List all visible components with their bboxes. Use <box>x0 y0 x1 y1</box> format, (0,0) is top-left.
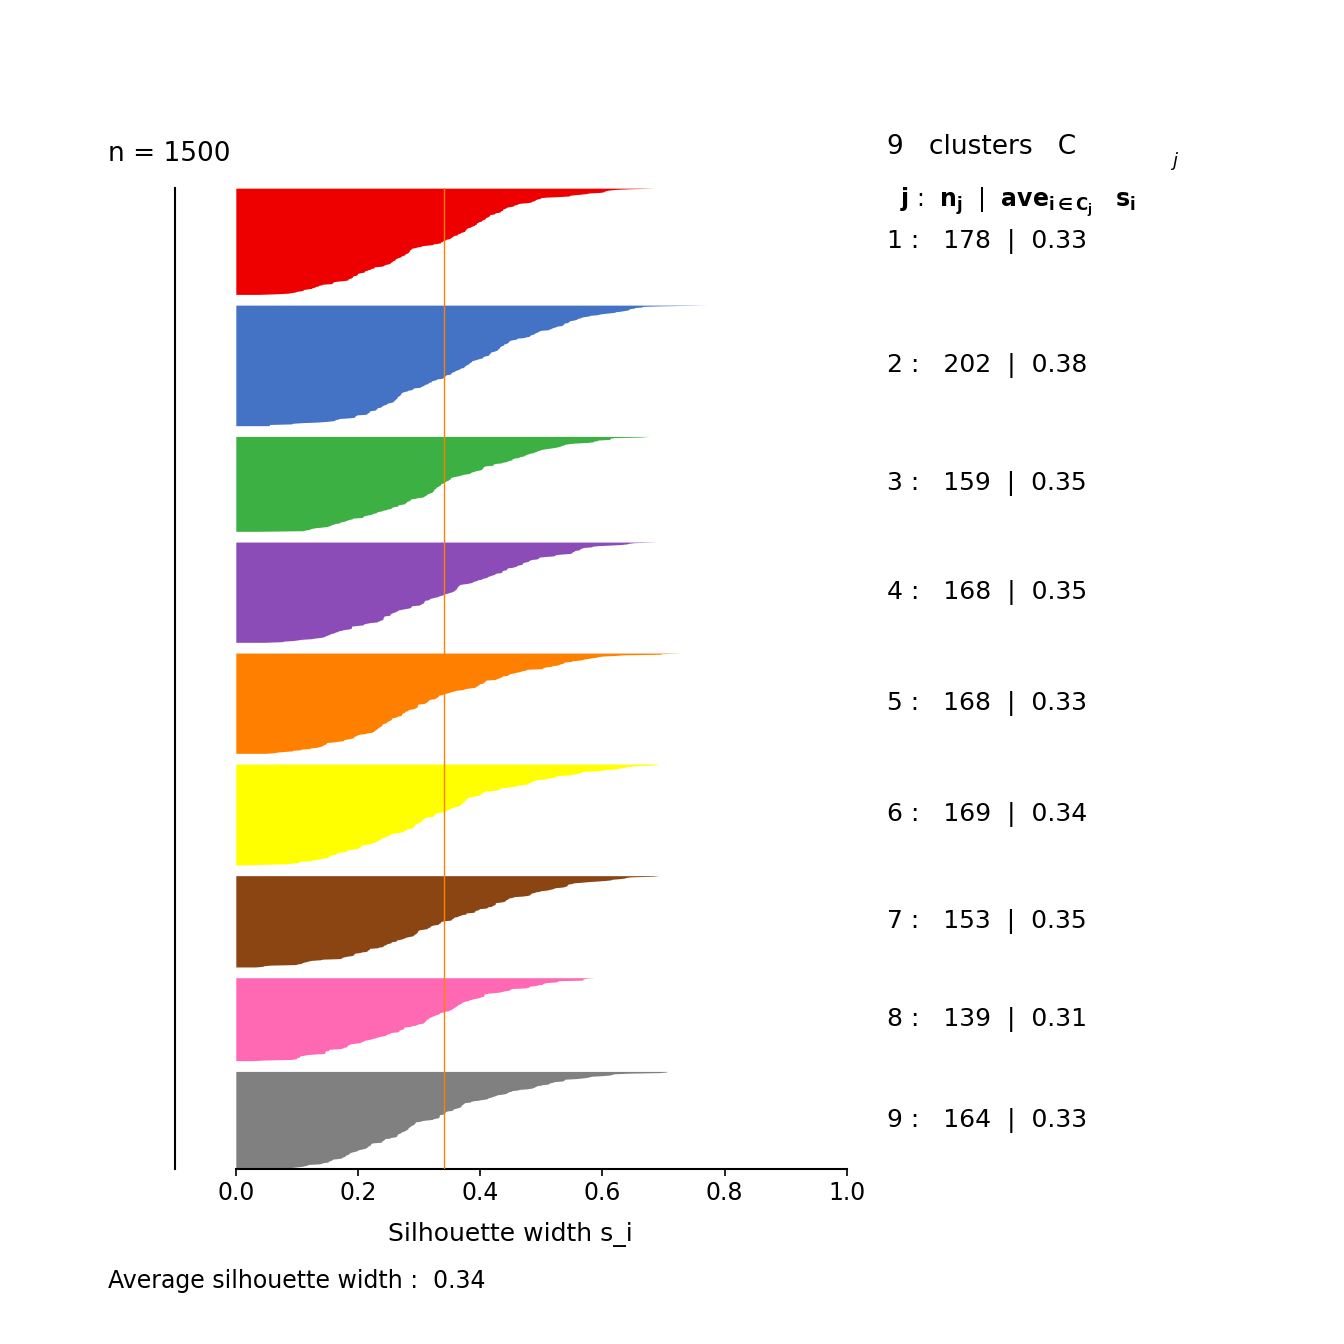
Text: 3 :   159  |  0.35: 3 : 159 | 0.35 <box>887 472 1087 496</box>
Text: Average silhouette width :  0.34: Average silhouette width : 0.34 <box>108 1269 485 1293</box>
Text: 5 :   168  |  0.33: 5 : 168 | 0.33 <box>887 691 1087 716</box>
Text: 9   clusters   C: 9 clusters C <box>887 134 1077 160</box>
Text: 2 :   202  |  0.38: 2 : 202 | 0.38 <box>887 353 1087 378</box>
Text: n = 1500: n = 1500 <box>108 141 230 167</box>
Text: $\mathbf{j}$ :  $\mathbf{n_j}$  |  $\mathbf{ave_{i \in C_j}}$   $\mathbf{s_i}$: $\mathbf{j}$ : $\mathbf{n_j}$ | $\mathbf… <box>900 185 1136 219</box>
Text: 1 :   178  |  0.33: 1 : 178 | 0.33 <box>887 228 1087 254</box>
Text: 8 :   139  |  0.31: 8 : 139 | 0.31 <box>887 1007 1087 1032</box>
X-axis label: Silhouette width s_i: Silhouette width s_i <box>388 1222 633 1247</box>
Text: j: j <box>1172 152 1177 169</box>
Text: 7 :   153  |  0.35: 7 : 153 | 0.35 <box>887 909 1087 934</box>
Text: 4 :   168  |  0.35: 4 : 168 | 0.35 <box>887 579 1087 605</box>
Text: 6 :   169  |  0.34: 6 : 169 | 0.34 <box>887 802 1087 827</box>
Text: 9 :   164  |  0.33: 9 : 164 | 0.33 <box>887 1107 1087 1133</box>
